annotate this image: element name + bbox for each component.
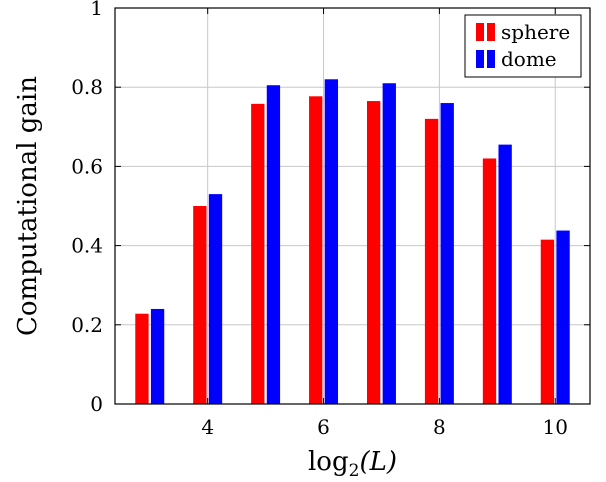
bar-sphere — [135, 313, 149, 404]
y-tick-label: 0.2 — [71, 313, 103, 337]
y-tick-label: 0 — [90, 392, 103, 416]
legend-swatch-dome — [476, 50, 484, 68]
bar-dome — [498, 144, 512, 404]
bars — [135, 79, 570, 405]
bar-sphere — [482, 158, 497, 404]
y-axis-title: Computational gain — [13, 76, 43, 336]
bar-sphere — [193, 206, 207, 404]
bar-sphere — [366, 101, 381, 404]
bar-sphere — [540, 239, 555, 404]
x-tick-label: 4 — [201, 415, 214, 439]
legend-label-dome: dome — [501, 47, 557, 71]
y-tick-label: 0.6 — [71, 154, 103, 178]
bar-dome — [266, 85, 281, 404]
x-tick-label: 6 — [317, 415, 330, 439]
bar-dome — [324, 79, 339, 404]
y-tick-label: 0.4 — [71, 234, 103, 258]
legend: sphere dome — [464, 14, 582, 78]
y-tick-label: 0.8 — [71, 75, 103, 99]
bar-sphere — [251, 103, 265, 404]
legend-box — [464, 14, 582, 78]
axis-ticks — [115, 7, 590, 405]
x-tick-label: 8 — [433, 415, 446, 439]
bar-dome — [208, 194, 223, 404]
bar-dome — [382, 83, 396, 405]
legend-swatch-sphere — [487, 23, 495, 41]
bar-dome — [440, 103, 454, 404]
bar-dome — [150, 308, 165, 404]
y-tick-label: 1 — [90, 0, 103, 20]
bar-sphere — [309, 96, 323, 405]
bar-sphere — [424, 118, 439, 404]
x-tick-label: 10 — [543, 415, 568, 439]
legend-swatch-sphere — [476, 23, 484, 41]
legend-swatch-dome — [487, 50, 495, 68]
tick-labels: 4 6 8 10 0 0.2 0.4 0.6 0.8 1 — [71, 0, 568, 439]
x-axis-title: log2(L) — [308, 447, 397, 481]
plot-frame — [114, 7, 591, 405]
bar-dome — [556, 230, 570, 404]
legend-label-sphere: sphere — [501, 20, 570, 44]
